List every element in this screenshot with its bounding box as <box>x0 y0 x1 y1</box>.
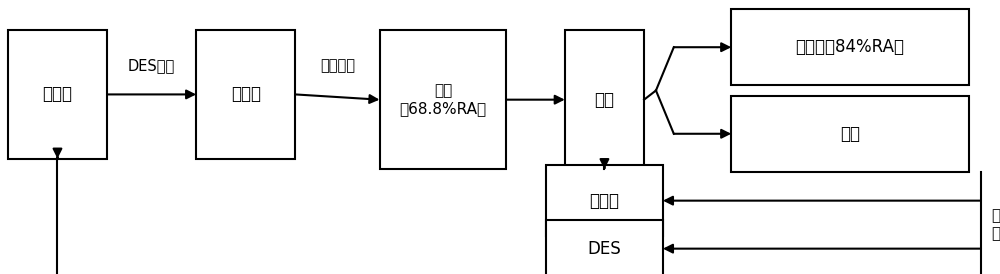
Text: 回
收: 回 收 <box>991 209 1000 241</box>
FancyBboxPatch shape <box>546 165 663 236</box>
FancyBboxPatch shape <box>196 30 295 159</box>
FancyBboxPatch shape <box>546 221 663 274</box>
FancyBboxPatch shape <box>731 9 969 85</box>
Text: DES: DES <box>588 240 621 258</box>
Text: 醇沉: 醇沉 <box>594 91 614 109</box>
FancyBboxPatch shape <box>8 30 107 159</box>
FancyBboxPatch shape <box>731 96 969 172</box>
FancyBboxPatch shape <box>565 30 644 169</box>
Text: 液相: 液相 <box>840 125 860 143</box>
Text: 固液分离: 固液分离 <box>320 58 355 73</box>
Text: 液相
（68.8%RA）: 液相 （68.8%RA） <box>399 84 486 116</box>
Text: 提取液: 提取液 <box>231 85 261 103</box>
FancyBboxPatch shape <box>380 30 506 169</box>
Text: 醇溶液: 醇溶液 <box>589 192 619 210</box>
Text: 甜菊糖（84%RA）: 甜菊糖（84%RA） <box>796 38 905 56</box>
Text: DES提取: DES提取 <box>128 58 175 73</box>
Text: 甜菊叶: 甜菊叶 <box>42 85 72 103</box>
